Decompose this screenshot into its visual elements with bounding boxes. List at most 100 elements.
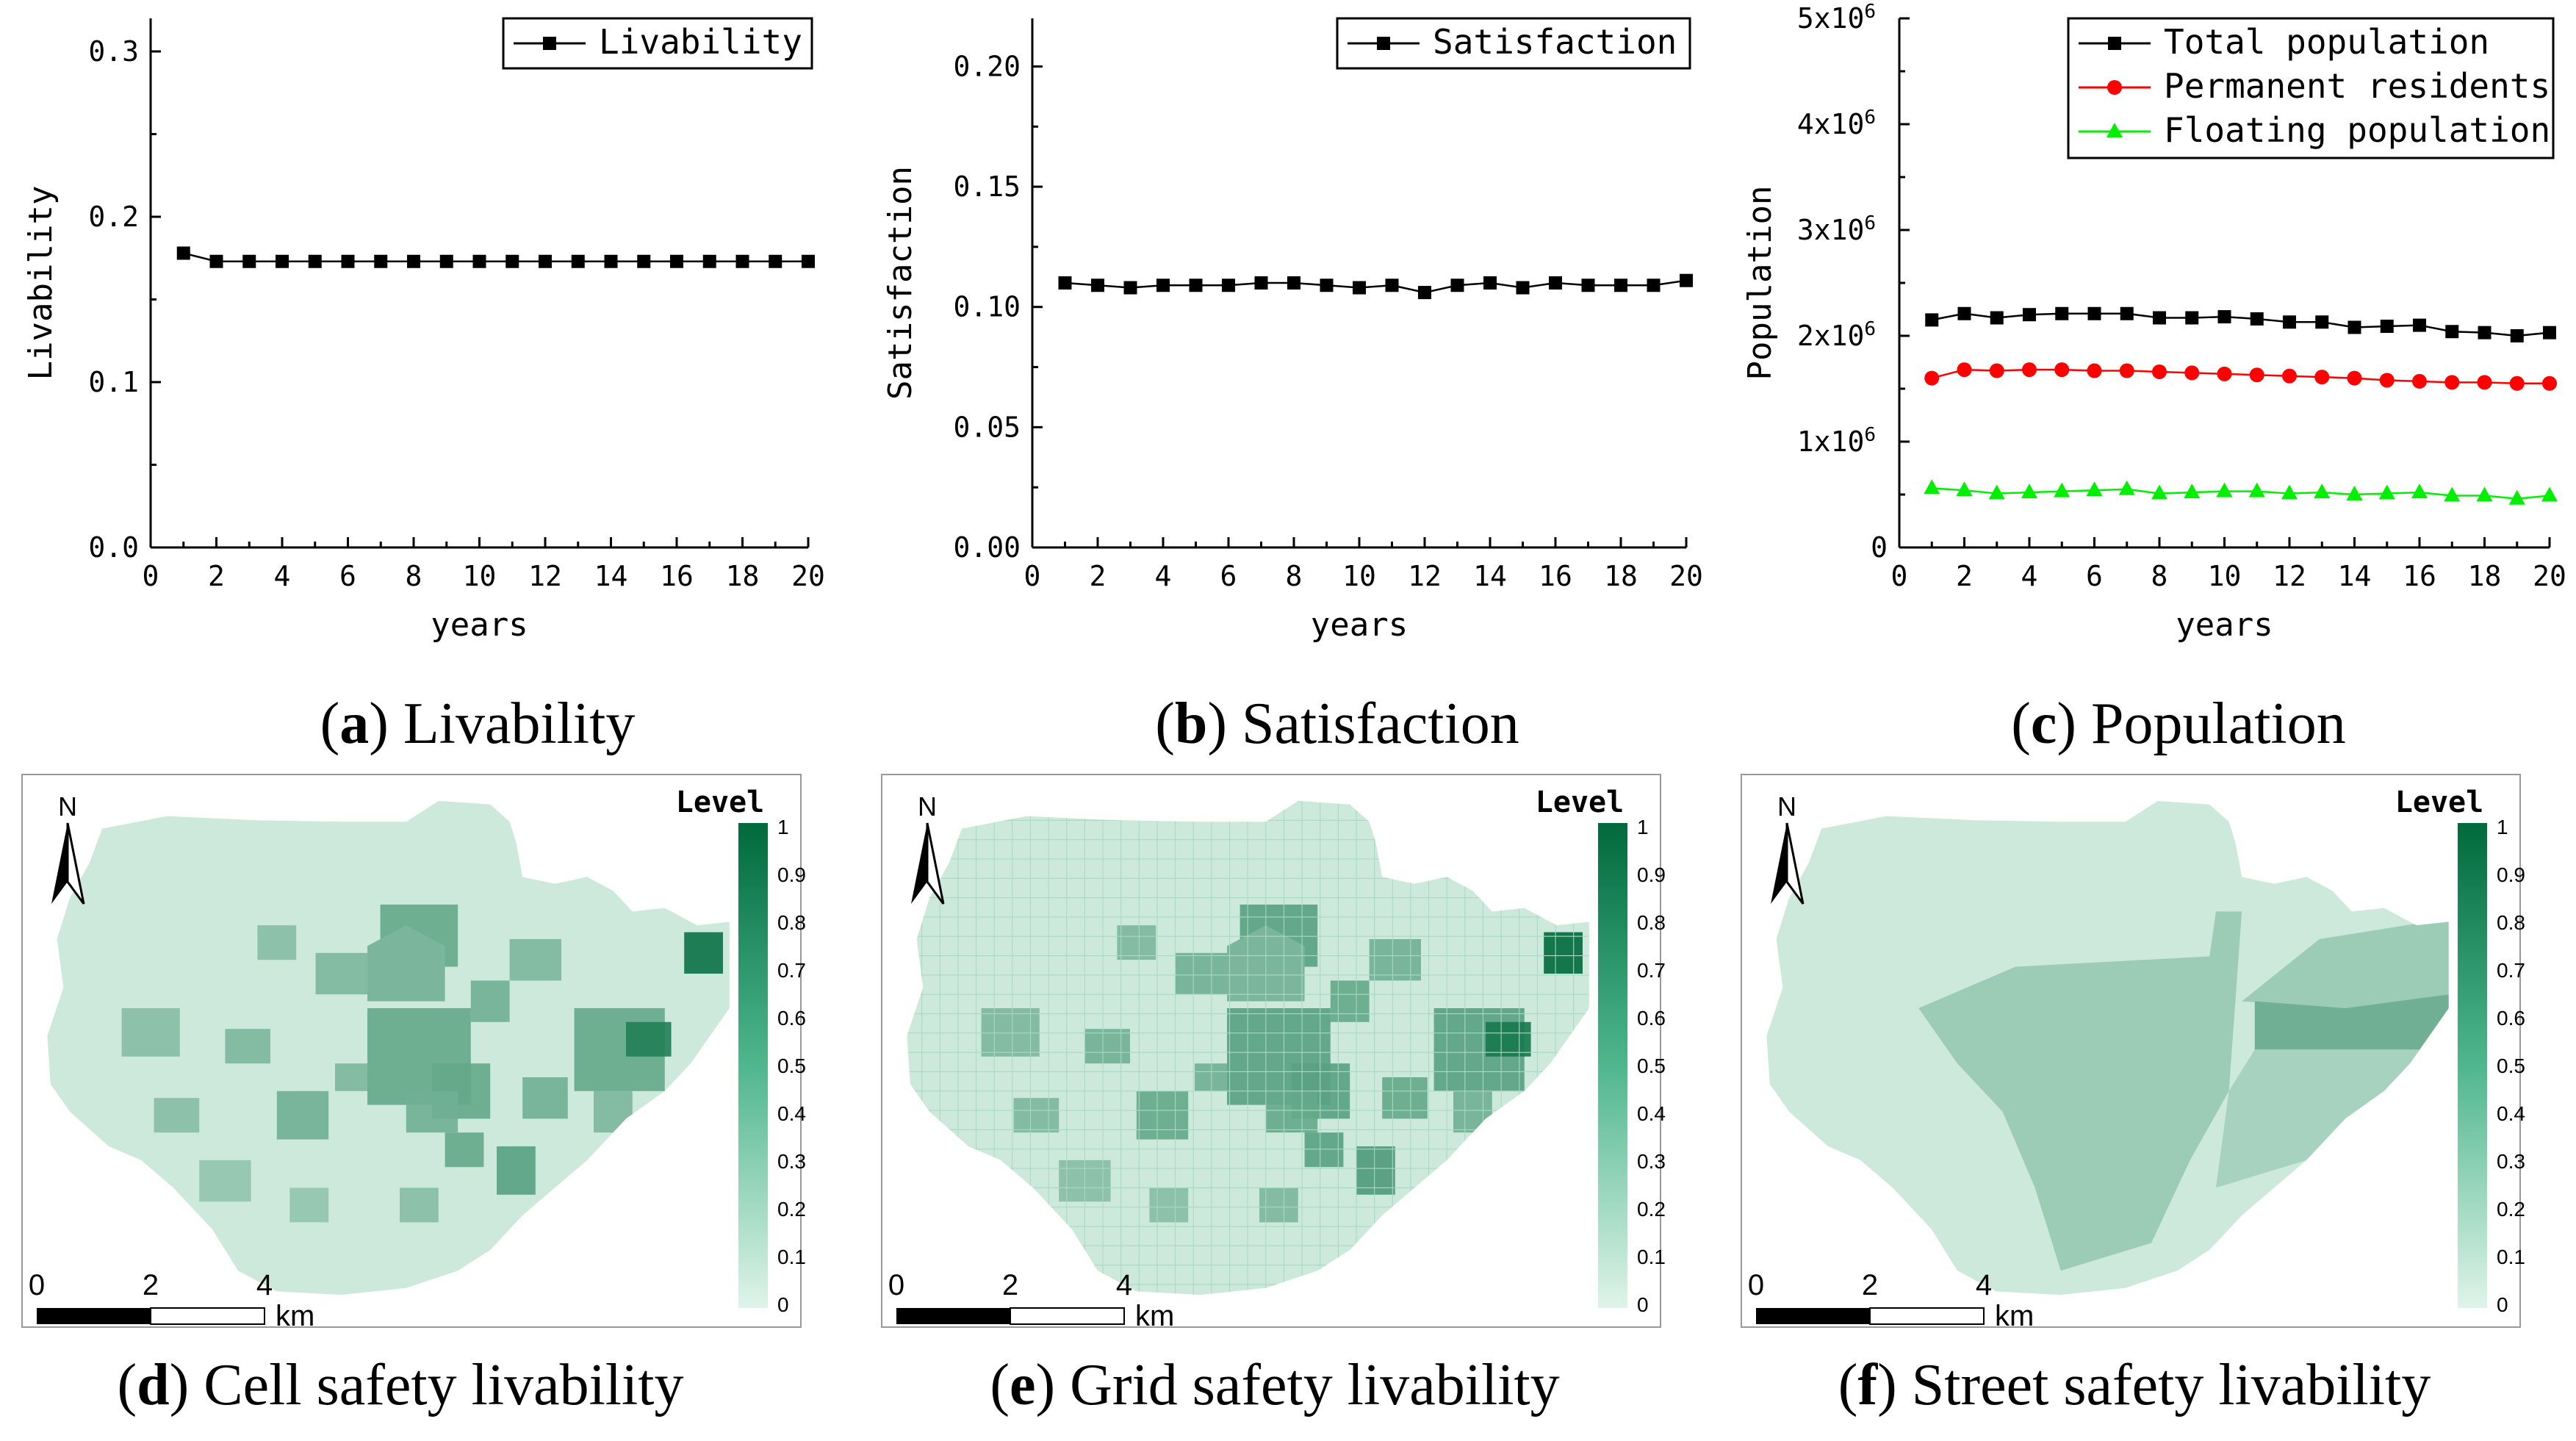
data-point xyxy=(2282,368,2297,384)
data-point xyxy=(1123,281,1137,295)
data-point xyxy=(2378,484,2395,500)
legend-label: Total population xyxy=(2164,22,2489,62)
y-tick-label: 0.10 xyxy=(953,291,1021,323)
map-patches xyxy=(1918,911,2449,1271)
level-legend-title: Level xyxy=(676,786,764,819)
data-point xyxy=(2023,308,2036,322)
level-tick-label: 0.9 xyxy=(1637,863,1666,886)
level-patch xyxy=(257,925,297,960)
level-patch xyxy=(1117,925,1156,960)
data-point xyxy=(2413,318,2426,332)
chart-livability: 0 2 4 6 8 10 12 14 16 18 20 0.0 0.1 0.2 0.3 years Livabi… xyxy=(22,17,825,644)
data-point xyxy=(2184,365,2200,381)
caption-c: (c) Population xyxy=(2011,691,2346,756)
data-point xyxy=(1222,279,1235,292)
x-tick-label: 0 xyxy=(143,560,159,592)
data-point xyxy=(2347,320,2361,334)
data-point xyxy=(2412,373,2427,389)
level-patch xyxy=(406,1090,458,1133)
data-point xyxy=(2476,486,2493,502)
x-tick-label: 4 xyxy=(1155,560,1172,592)
level-patch xyxy=(1486,1021,1531,1057)
data-point xyxy=(1156,279,1170,292)
data-point xyxy=(176,246,190,260)
y-axis-label: Livability xyxy=(22,186,60,381)
level-tick-label: 0.5 xyxy=(777,1054,806,1077)
level-patch xyxy=(276,1090,329,1140)
north-label: N xyxy=(58,791,77,822)
y-tick-label: 0.00 xyxy=(953,531,1021,564)
data-point xyxy=(2217,366,2232,381)
y-tick-label: 5x106 xyxy=(1797,1,1876,35)
x-axis-label: years xyxy=(2176,606,2273,644)
data-point xyxy=(2542,375,2557,391)
data-point xyxy=(2346,486,2363,500)
level-legend: Level 1 0.9 0.8 0.7 0.6 0.5 0.4 0.3 0.2 0.1 0 xyxy=(676,786,806,1316)
y-axis-label: Population xyxy=(1741,186,1779,381)
x-tick-label: 10 xyxy=(2208,560,2242,592)
data-point xyxy=(2541,486,2558,502)
level-tick-label: 0.1 xyxy=(777,1246,806,1268)
level-patch xyxy=(1382,1077,1428,1119)
level-patch xyxy=(445,1132,484,1168)
arrow-left xyxy=(1771,823,1787,904)
map-e: N Level 1 0.9 0.8 0.7 0.6 0.5 0.4 0.3 0.2 0.1 0 0 2 4km xyxy=(881,774,1666,1332)
data-point xyxy=(2477,375,2492,390)
north-arrow-icon: N xyxy=(51,791,85,905)
data-point xyxy=(2347,370,2362,386)
level-colorbar xyxy=(1598,823,1627,1308)
x-tick-label: 18 xyxy=(2468,560,2502,592)
caption-c-letter: c xyxy=(2030,691,2057,756)
data-point xyxy=(1483,276,1497,290)
street-district xyxy=(2242,918,2449,1009)
scale-label: 0 xyxy=(1748,1269,1764,1301)
y-tick-label: 1x106 xyxy=(1797,424,1876,458)
data-point xyxy=(1581,279,1595,292)
scale-bar: 0 2 4km xyxy=(888,1269,1174,1332)
data-point xyxy=(1988,484,2005,500)
x-tick-label: 0 xyxy=(1024,560,1041,592)
data-point xyxy=(1091,279,1104,292)
data-point xyxy=(2314,370,2330,385)
caption-e-text: Grid safety livability xyxy=(1055,1353,1560,1417)
y-tick-label: 0.05 xyxy=(953,411,1021,443)
chart-population: 0 2 4 6 8 10 12 14 16 18 20 0 1x106 2x106 3x106 4x106 5x… xyxy=(1741,1,2566,644)
level-tick-label: 1 xyxy=(1637,816,1649,838)
scale-label: 2 xyxy=(1002,1269,1018,1301)
data-point xyxy=(1058,276,1072,290)
y-tick-label: 0.1 xyxy=(88,366,139,398)
scale-label: 2 xyxy=(143,1269,159,1301)
legend: Livability xyxy=(502,17,813,70)
data-point xyxy=(1925,313,1939,327)
data-point xyxy=(1287,276,1300,290)
data-point xyxy=(209,254,223,268)
data-point xyxy=(2151,484,2167,500)
data-point xyxy=(506,254,519,268)
x-axis-label: years xyxy=(1311,606,1408,644)
level-patch xyxy=(1259,1187,1298,1223)
data-point xyxy=(1450,279,1464,292)
arrow-left xyxy=(51,823,68,904)
y-tick-label: 0.15 xyxy=(953,170,1021,203)
data-point xyxy=(2283,315,2296,329)
level-tick-label: 0.2 xyxy=(1637,1198,1666,1221)
data-point xyxy=(1320,279,1334,292)
map-d: N Level 1 0.9 0.8 0.7 0.6 0.5 0.4 0.3 0.2 0.1 0 0 2 4km xyxy=(21,774,806,1332)
caption-b-letter: b xyxy=(1174,691,1208,756)
series-line xyxy=(1932,487,2550,500)
data-point xyxy=(702,254,716,268)
level-legend-title: Level xyxy=(2395,786,2483,819)
y-tick-label: 0.3 xyxy=(88,35,139,68)
level-tick-label: 0.1 xyxy=(2497,1246,2525,1268)
legend-marker xyxy=(543,37,556,50)
level-tick-label: 0.5 xyxy=(1637,1054,1666,1077)
data-point xyxy=(2445,325,2459,339)
x-tick-label: 18 xyxy=(1604,560,1638,592)
arrow-left xyxy=(911,823,927,904)
north-label: N xyxy=(1777,791,1796,822)
level-patch xyxy=(1356,1146,1395,1195)
map-region xyxy=(1766,801,2449,1296)
x-tick-label: 14 xyxy=(2338,560,2372,592)
